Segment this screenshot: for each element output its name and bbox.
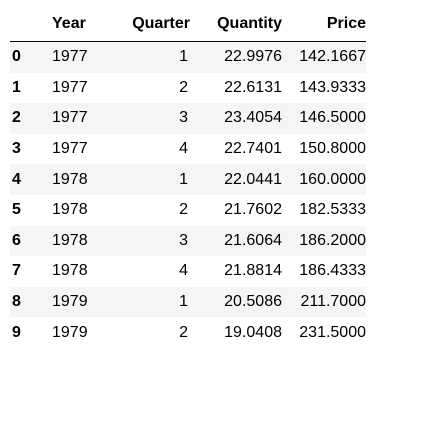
cell-quantity: 21.6064: [190, 225, 282, 257]
cell-year: 1978: [46, 164, 104, 195]
cell-year: 1977: [46, 103, 104, 134]
cell-quarter: 2: [179, 323, 188, 341]
cell-price: 231.5000: [299, 323, 366, 341]
cell-year: 1977: [52, 78, 88, 96]
cell-quarter: 4: [179, 262, 188, 280]
cell-quantity: 19.0408: [224, 323, 282, 341]
cell-price: 146.5000: [282, 103, 366, 134]
cell-quarter: 4: [179, 140, 188, 158]
cell-price: 143.9333: [299, 78, 366, 96]
table-row: 4 1978 1 22.0441 160.0000: [10, 164, 366, 195]
row-index: 7: [12, 262, 21, 280]
row-index: 4: [10, 164, 46, 195]
table-row: 6 1978 3 21.6064 186.2000: [10, 225, 366, 257]
cell-quantity: 22.0441: [190, 164, 282, 195]
cell-quarter: 1: [104, 164, 190, 195]
cell-quantity: 22.7401: [224, 140, 282, 158]
index-header: [10, 7, 46, 42]
header-row: Year Quarter Quantity Price: [10, 7, 366, 42]
table-row: 9 1979 2 19.0408 231.5000: [10, 317, 366, 348]
cell-year: 1978: [52, 262, 88, 280]
row-index: 0: [10, 41, 46, 73]
cell-quantity: 22.9976: [190, 41, 282, 73]
cell-quarter: 1: [104, 286, 190, 318]
table-row: 1 1977 2 22.6131 143.9333: [10, 73, 366, 104]
cell-quarter: 2: [179, 78, 188, 96]
cell-year: 1979: [52, 323, 88, 341]
table-row: 2 1977 3 23.4054 146.5000: [10, 103, 366, 134]
cell-year: 1978: [46, 225, 104, 257]
row-index: 6: [10, 225, 46, 257]
cell-year: 1977: [52, 140, 88, 158]
row-index: 8: [10, 286, 46, 318]
row-index: 5: [12, 201, 21, 219]
column-header-quarter: Quarter: [104, 7, 190, 42]
cell-price: 186.4333: [299, 262, 366, 280]
cell-quantity: 20.5086: [190, 286, 282, 318]
cell-quarter: 3: [104, 225, 190, 257]
row-index: 9: [12, 323, 21, 341]
row-index: 3: [12, 140, 21, 158]
cell-price: 160.0000: [282, 164, 366, 195]
dataframe-table: Year Quarter Quantity Price 0 1977 1 22.…: [10, 7, 366, 348]
column-header-quantity: Quantity: [190, 7, 282, 42]
cell-quarter: 3: [104, 103, 190, 134]
table-row: 5 1978 2 21.7602 182.5333: [10, 195, 366, 226]
cell-quarter: 1: [104, 41, 190, 73]
table-row: 7 1978 4 21.8814 186.4333: [10, 256, 366, 287]
cell-year: 1979: [46, 286, 104, 318]
cell-year: 1977: [46, 41, 104, 73]
column-header-year: Year: [46, 7, 104, 42]
cell-price: 182.5333: [299, 201, 366, 219]
table-row: 0 1977 1 22.9976 142.1667: [10, 41, 366, 73]
cell-price: 150.8000: [299, 140, 366, 158]
table-header: Year Quarter Quantity Price: [10, 7, 366, 42]
row-index: 1: [12, 78, 21, 96]
table-row: 3 1977 4 22.7401 150.8000: [10, 134, 366, 165]
table-body: 0 1977 1 22.9976 142.1667 1 1977 2 22.61…: [10, 41, 366, 348]
cell-quantity: 22.6131: [224, 78, 282, 96]
cell-price: 142.1667: [282, 41, 366, 73]
cell-price: 186.2000: [282, 225, 366, 257]
cell-quantity: 21.7602: [224, 201, 282, 219]
column-header-price: Price: [282, 7, 366, 42]
cell-quarter: 2: [179, 201, 188, 219]
cell-quantity: 23.4054: [190, 103, 282, 134]
row-index: 2: [10, 103, 46, 134]
cell-price: 211.7000: [282, 286, 366, 318]
cell-quantity: 21.8814: [224, 262, 282, 280]
table-row: 8 1979 1 20.5086 211.7000: [10, 286, 366, 318]
cell-year: 1978: [52, 201, 88, 219]
